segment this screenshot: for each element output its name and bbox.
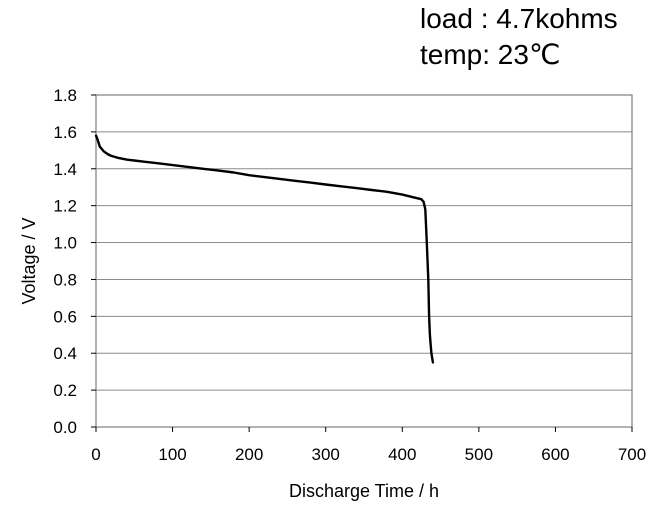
x-tick-label: 300 <box>312 445 340 464</box>
y-tick-label: 1.4 <box>53 160 77 179</box>
y-tick-label: 0.2 <box>53 381 77 400</box>
y-tick-label: 0.0 <box>53 418 77 437</box>
load-annotation: load : 4.7kohms <box>420 3 618 34</box>
x-tick-label: 500 <box>465 445 493 464</box>
y-tick-label: 0.4 <box>53 344 77 363</box>
x-axis-ticks: 0 100 200 300 400 500 600 700 <box>91 427 646 464</box>
x-tick-label: 700 <box>618 445 646 464</box>
temperature-annotation: temp: 23℃ <box>420 39 561 70</box>
y-axis-ticks: 0.0 0.2 0.4 0.6 0.8 1.0 1.2 1.4 1.6 1.8 <box>53 86 96 437</box>
y-axis-title: Voltage / V <box>19 217 39 304</box>
y-tick-label: 0.8 <box>53 270 77 289</box>
x-tick-label: 0 <box>91 445 100 464</box>
voltage-discharge-line <box>94 134 435 364</box>
y-tick-label: 1.8 <box>53 86 77 105</box>
y-tick-label: 0.6 <box>53 307 77 326</box>
x-tick-label: 100 <box>158 445 186 464</box>
x-axis-title: Discharge Time / h <box>289 481 439 501</box>
plot-area <box>95 94 633 428</box>
grid <box>96 131 632 391</box>
x-tick-label: 400 <box>388 445 416 464</box>
x-tick-label: 600 <box>541 445 569 464</box>
y-tick-label: 1.6 <box>53 123 77 142</box>
x-tick-label: 200 <box>235 445 263 464</box>
y-tick-label: 1.2 <box>53 197 77 216</box>
y-tick-label: 1.0 <box>53 234 77 253</box>
